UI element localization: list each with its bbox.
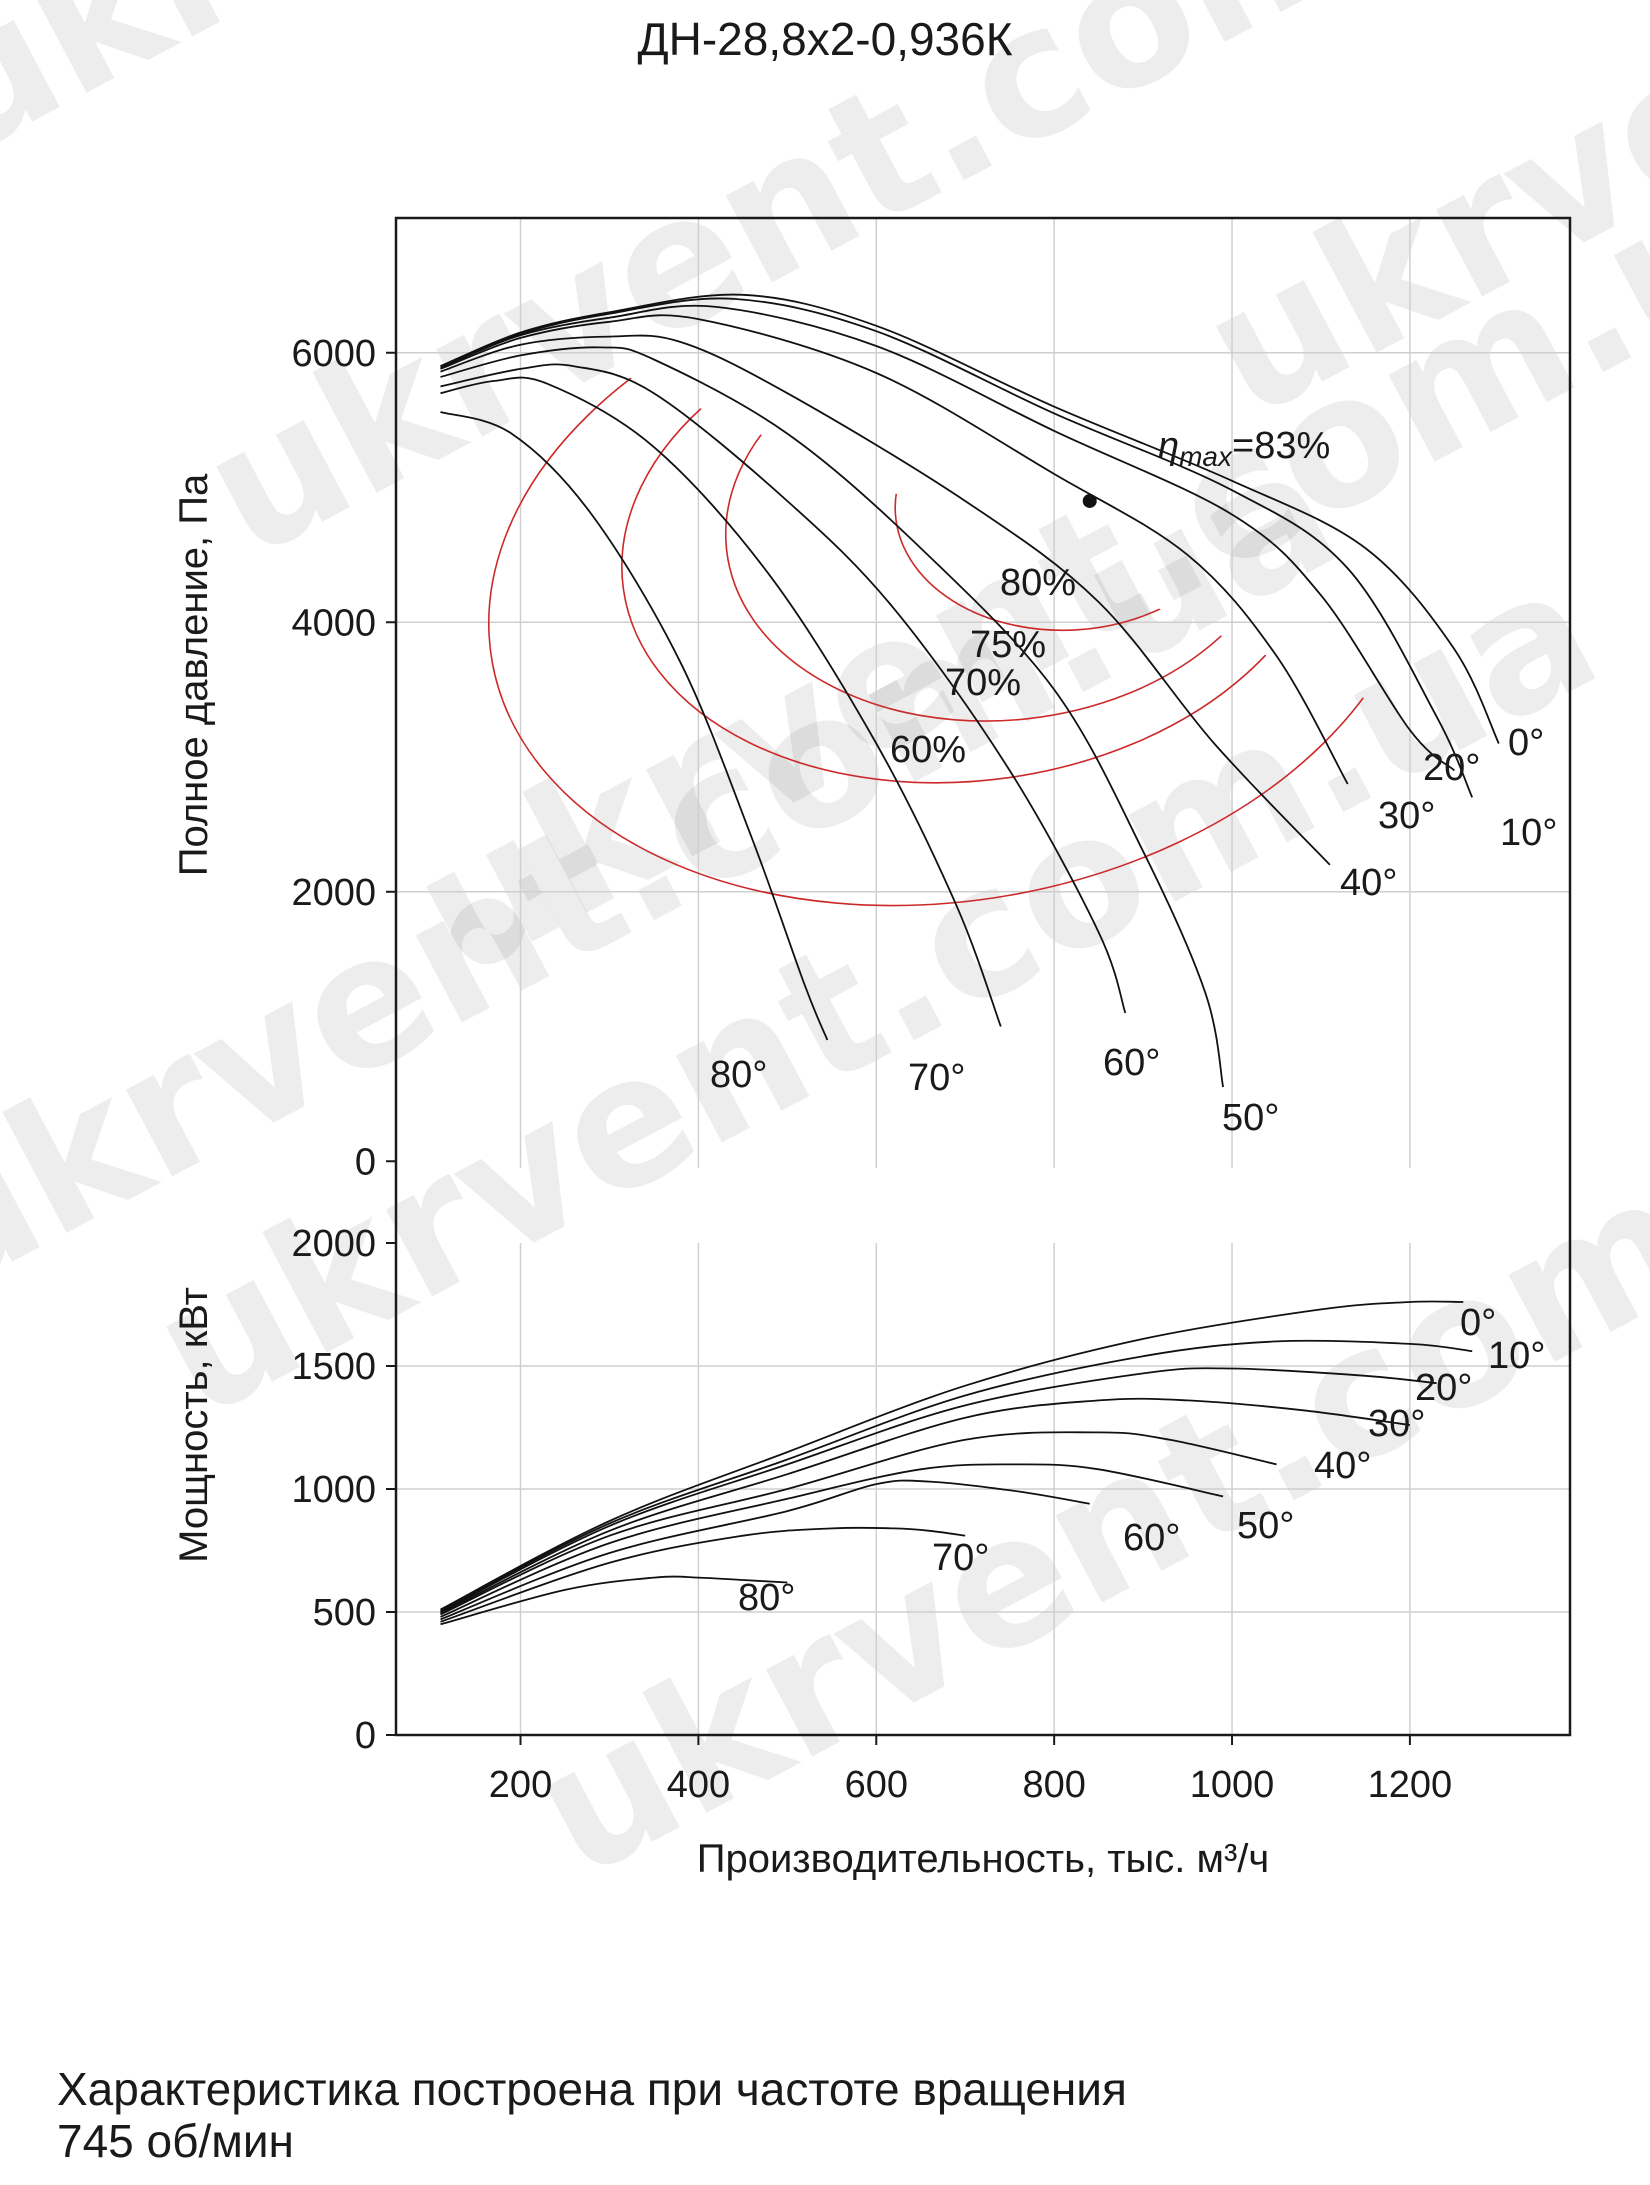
footnote: Характеристика построена при частоте вра… <box>57 2063 1127 2167</box>
pressure-series-label: 30° <box>1378 795 1435 837</box>
pressure-curve <box>440 411 829 1041</box>
pressure-curve <box>440 346 1224 1088</box>
plot-frame <box>394 216 1572 1737</box>
x-tick-label: 800 <box>1022 1764 1085 1806</box>
x-axis-label: Производительность, тыс. м³/ч <box>697 1837 1270 1881</box>
chart-title: ДН-28,8х2-0,936К <box>637 13 1013 65</box>
pressure-tick-label: 0 <box>355 1141 376 1183</box>
power-tick-label: 2000 <box>291 1223 376 1265</box>
power-curve <box>440 1463 1224 1618</box>
grid-layer <box>396 218 1570 1735</box>
curves-layer <box>440 293 1500 1626</box>
power-curve <box>440 1575 788 1626</box>
pressure-curve <box>440 363 1127 1014</box>
x-tick-label: 600 <box>845 1764 908 1806</box>
max-efficiency-point <box>1082 493 1097 508</box>
power-series-label: 80° <box>738 1577 795 1619</box>
power-series-label: 50° <box>1237 1505 1294 1547</box>
pressure-series-label: 0° <box>1508 722 1544 764</box>
x-tick-label: 400 <box>667 1764 730 1806</box>
power-curve <box>440 1397 1411 1615</box>
efficiency-label: 75% <box>970 624 1046 666</box>
pressure-series-label: 20° <box>1423 747 1480 789</box>
pressure-series-label: 60° <box>1103 1042 1160 1084</box>
labels-layer: 200 400 600 800 1000 1200 0 2000 4000 6000 0 500 100… <box>172 333 1557 1881</box>
watermark-layer: ukrvent.com.uaukrvent.com.uaukrvent.com.… <box>0 0 1650 1918</box>
pressure-series-label: 50° <box>1222 1097 1279 1139</box>
x-tick-label: 1200 <box>1368 1764 1453 1806</box>
power-curve <box>440 1431 1277 1616</box>
power-curve <box>440 1526 966 1623</box>
power-tick-label: 500 <box>313 1592 376 1634</box>
power-curve <box>440 1300 1464 1611</box>
pressure-curve <box>440 297 1474 798</box>
pressure-curve <box>440 314 1349 785</box>
pressure-axis-label: Полное давление, Па <box>172 473 216 876</box>
efficiency-label: 80% <box>1000 562 1076 604</box>
power-tick-label: 0 <box>355 1715 376 1757</box>
pressure-series-label: 10° <box>1500 812 1557 854</box>
power-curve <box>440 1367 1437 1613</box>
pressure-tick-label: 2000 <box>291 872 376 914</box>
efficiency-label: 60% <box>890 729 966 771</box>
x-tick-label: 200 <box>489 1764 552 1806</box>
pressure-series-label: 70° <box>908 1057 965 1099</box>
x-tick-label: 1000 <box>1190 1764 1275 1806</box>
power-curve <box>440 1479 1090 1621</box>
pressure-curve <box>440 334 1331 866</box>
pressure-series-label: 40° <box>1340 862 1397 904</box>
pressure-curve <box>440 304 1456 772</box>
power-series-label: 60° <box>1123 1517 1180 1559</box>
footnote-line-1: Характеристика построена при частоте вра… <box>57 2063 1127 2115</box>
pressure-curve <box>440 376 1002 1027</box>
pressure-series-label: 80° <box>710 1054 767 1096</box>
power-axis-label: Мощность, кВт <box>172 1287 216 1563</box>
pressure-curve <box>440 293 1500 744</box>
footnote-line-2: 745 об/мин <box>57 2115 294 2167</box>
power-series-label: 40° <box>1314 1445 1371 1487</box>
power-series-label: 30° <box>1368 1403 1425 1445</box>
power-series-label: 10° <box>1488 1335 1545 1377</box>
power-tick-label: 1500 <box>291 1346 376 1388</box>
power-series-label: 20° <box>1415 1367 1472 1409</box>
pressure-tick-label: 6000 <box>291 333 376 375</box>
pressure-tick-label: 4000 <box>291 602 376 644</box>
power-series-label: 0° <box>1460 1302 1496 1344</box>
power-series-label: 70° <box>932 1537 989 1579</box>
efficiency-label: 70% <box>945 662 1021 704</box>
max-efficiency-label: ηmax=83% <box>1158 425 1330 472</box>
power-tick-label: 1000 <box>291 1469 376 1511</box>
power-curve <box>440 1339 1473 1612</box>
